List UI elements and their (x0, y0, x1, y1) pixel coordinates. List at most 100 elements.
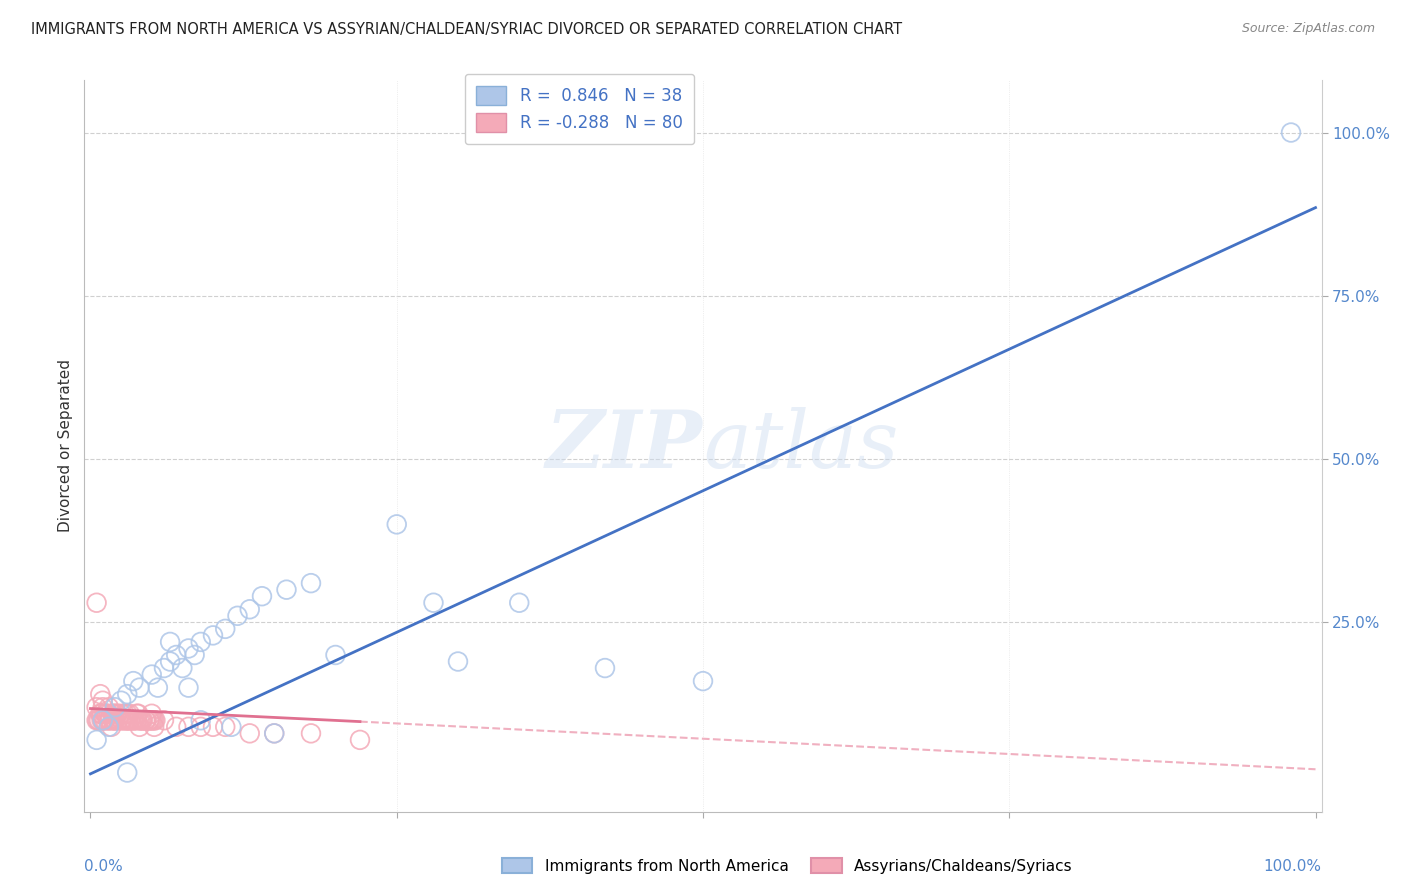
Point (103, 714, 125, 728)
Point (97, 700, 120, 714)
Point (110, 714, 132, 728)
Point (177, 681, 200, 695)
Point (93, 714, 115, 728)
Point (128, 714, 150, 728)
Point (125, 706, 148, 721)
Point (101, 714, 124, 728)
Point (100, 720, 122, 734)
Point (447, 655, 470, 669)
Point (115, 765, 138, 780)
Point (87, 714, 110, 728)
Point (349, 732, 371, 747)
Point (138, 714, 160, 728)
Point (97, 714, 120, 728)
Point (104, 714, 127, 728)
Point (263, 726, 285, 740)
Point (146, 681, 169, 695)
Point (103, 706, 125, 721)
Point (131, 714, 153, 728)
Point (276, 582, 298, 597)
Point (508, 596, 530, 610)
Point (131, 714, 153, 728)
Point (107, 706, 129, 721)
Point (101, 706, 124, 721)
Point (239, 726, 262, 740)
Point (86, 714, 108, 728)
Point (124, 714, 146, 728)
Point (138, 714, 160, 728)
Point (118, 714, 141, 728)
Point (165, 648, 187, 662)
Point (107, 714, 129, 728)
Point (153, 661, 176, 675)
Text: IMMIGRANTS FROM NORTH AMERICA VS ASSYRIAN/CHALDEAN/SYRIAC DIVORCED OR SEPARATED : IMMIGRANTS FROM NORTH AMERICA VS ASSYRIA… (31, 22, 903, 37)
Point (172, 661, 194, 675)
Point (105, 706, 128, 721)
Point (141, 706, 163, 721)
Point (214, 720, 236, 734)
Point (91, 714, 114, 728)
Point (239, 602, 262, 616)
Point (143, 720, 166, 734)
Point (94, 706, 117, 721)
Point (91, 694, 114, 708)
Point (325, 648, 347, 662)
Point (145, 714, 167, 728)
Point (89, 706, 111, 721)
Point (135, 714, 157, 728)
Point (135, 714, 157, 728)
Point (128, 681, 150, 695)
Point (96, 706, 118, 721)
Point (221, 720, 243, 734)
Point (263, 726, 285, 740)
Point (122, 714, 145, 728)
Point (250, 589, 273, 603)
Point (135, 714, 157, 728)
Text: 100.0%: 100.0% (1264, 859, 1322, 874)
Point (114, 714, 136, 728)
Point (89, 687, 111, 701)
Point (190, 714, 212, 728)
Point (214, 622, 236, 636)
Point (692, 674, 714, 689)
Point (127, 706, 149, 721)
Point (104, 714, 127, 728)
Legend: Immigrants from North America, Assyrians/Chaldeans/Syriacs: Immigrants from North America, Assyrians… (496, 852, 1078, 880)
Point (86, 700, 108, 714)
Point (97, 706, 120, 721)
Point (115, 687, 138, 701)
Point (125, 714, 148, 728)
Point (122, 674, 145, 689)
Point (422, 596, 444, 610)
Point (104, 700, 127, 714)
Point (122, 714, 145, 728)
Point (159, 635, 181, 649)
Point (120, 714, 142, 728)
Point (91, 700, 114, 714)
Point (115, 706, 138, 721)
Text: Source: ZipAtlas.com: Source: ZipAtlas.com (1241, 22, 1375, 36)
Point (142, 714, 165, 728)
Point (177, 641, 200, 656)
Point (141, 667, 163, 681)
Point (94, 714, 117, 728)
Point (89, 706, 111, 721)
Point (190, 720, 212, 734)
Point (87, 714, 110, 728)
Point (111, 714, 134, 728)
Point (91, 714, 114, 728)
Y-axis label: Divorced or Separated: Divorced or Separated (58, 359, 73, 533)
Point (132, 714, 155, 728)
Point (90, 706, 112, 721)
Point (299, 726, 322, 740)
Point (139, 714, 162, 728)
Point (201, 628, 224, 642)
Point (118, 706, 141, 721)
Point (153, 714, 176, 728)
Legend: R =  0.846   N = 38, R = -0.288   N = 80: R = 0.846 N = 38, R = -0.288 N = 80 (464, 74, 695, 145)
Text: atlas: atlas (703, 408, 898, 484)
Text: ZIP: ZIP (546, 408, 703, 484)
Point (299, 576, 322, 591)
Point (159, 655, 181, 669)
Point (110, 706, 132, 721)
